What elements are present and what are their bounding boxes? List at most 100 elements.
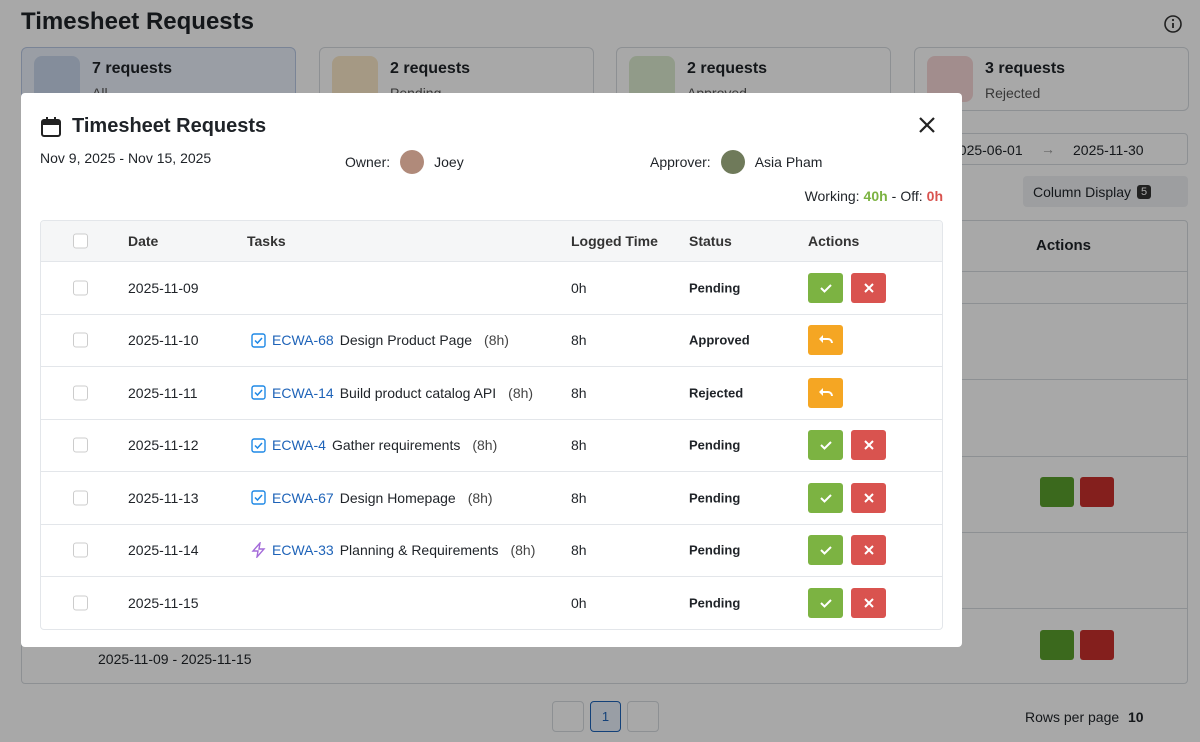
approve-button[interactable] <box>808 482 843 513</box>
checkbox[interactable] <box>73 542 88 558</box>
task-hours: (8h) <box>472 437 498 454</box>
checkbox[interactable] <box>73 490 88 506</box>
working-label: Working: <box>804 188 860 204</box>
task-key[interactable]: ECWA-68 <box>272 332 334 349</box>
reject-button[interactable] <box>851 482 886 513</box>
off-label: Off: <box>900 188 923 204</box>
checkbox[interactable] <box>73 280 88 296</box>
checkbox[interactable] <box>73 233 88 249</box>
reject-button[interactable] <box>851 272 886 303</box>
date: 2025-11-10 <box>128 332 199 349</box>
task-name: Planning & Requirements <box>339 542 499 559</box>
logged-time: 8h <box>571 489 587 506</box>
approve-button[interactable] <box>808 535 843 566</box>
date: 2025-11-12 <box>128 437 199 454</box>
logged-time: 8h <box>571 542 587 559</box>
approver-label: Approver: <box>650 154 711 170</box>
checkbox[interactable] <box>73 595 88 611</box>
status: Approved <box>689 332 750 348</box>
column-header: Logged Time <box>571 233 658 249</box>
table-row: 2025-11-15 0h Pending <box>41 576 942 629</box>
undo-button[interactable] <box>808 325 843 356</box>
task-hours: (8h) <box>508 384 534 401</box>
page-title: Timesheet Requests <box>21 8 254 35</box>
task-key[interactable]: ECWA-14 <box>272 384 334 401</box>
task-key[interactable]: ECWA-67 <box>272 489 334 506</box>
task-icon <box>251 490 266 505</box>
checkbox[interactable] <box>73 437 88 453</box>
table-row: 2025-11-09 0h Pending <box>41 261 942 314</box>
table-row: 2025-11-10 ECWA-68 Design Product Page (8h)… <box>41 313 942 367</box>
reject-button[interactable] <box>851 430 886 461</box>
approve-button[interactable] <box>808 272 843 303</box>
task: ECWA-33 Planning & Requirements (8h) <box>251 542 536 559</box>
calendar-icon <box>41 116 61 137</box>
task-key[interactable]: ECWA-4 <box>272 437 326 454</box>
rows-per-page-label: Rows per page <box>1025 709 1120 725</box>
task-name: Design Product Page <box>339 332 473 349</box>
task-icon <box>251 438 266 453</box>
task: ECWA-14 Build product catalog API (8h) <box>251 385 533 401</box>
status: Pending <box>689 437 741 453</box>
undo-button[interactable] <box>808 377 843 408</box>
page-button[interactable]: 1 <box>590 701 621 732</box>
task-hours: (8h) <box>484 332 509 349</box>
info-icon[interactable] <box>1163 14 1183 34</box>
arrow: → <box>1041 141 1055 157</box>
rows-per-page[interactable]: 10 <box>1128 709 1144 725</box>
actions-header: Actions <box>1036 237 1092 254</box>
reject-button[interactable] <box>1080 630 1114 660</box>
task: ECWA-67 Design Homepage (8h) <box>251 490 493 506</box>
column-display-button[interactable]: Column Display 5 <box>1023 176 1188 207</box>
date: 2025-11-09 <box>128 279 199 296</box>
checkbox[interactable] <box>73 385 88 401</box>
date-from: 2025-06-01 <box>951 142 1023 158</box>
logged-time: 0h <box>571 279 587 296</box>
card-count: 7 requests <box>92 60 173 77</box>
task: ECWA-4 Gather requirements (8h) <box>251 437 497 453</box>
task-key[interactable]: ECWA-33 <box>272 542 334 559</box>
approve-button[interactable] <box>808 587 843 618</box>
approver: Approver: Asia Pham <box>650 150 822 174</box>
request-table: Date Tasks Logged Time Status Actions 2025-11… <box>40 220 943 630</box>
task: ECWA-68 Design Product Page (8h) <box>251 332 509 348</box>
date-range[interactable]: 2025-06-01 → 2025-11-30 <box>940 133 1188 165</box>
approve-button[interactable] <box>1040 630 1074 660</box>
checkbox[interactable] <box>73 332 88 348</box>
approve-button[interactable] <box>808 430 843 461</box>
reject-button[interactable] <box>1080 477 1114 507</box>
owner-label: Owner: <box>345 154 391 170</box>
approve-button[interactable] <box>1040 477 1074 507</box>
modal: Timesheet Requests Nov 9, 2025 - Nov 15,… <box>21 93 962 647</box>
date: 2025-11-14 <box>128 542 199 559</box>
logged-time: 0h <box>571 594 587 611</box>
reject-button[interactable] <box>851 535 886 566</box>
table-row: 2025-11-11 ECWA-14 Build product catalog A… <box>41 366 942 419</box>
card-count: 2 requests <box>687 60 768 77</box>
next-page[interactable] <box>627 701 659 732</box>
task-hours: (8h) <box>467 489 493 506</box>
card-count: 2 requests <box>390 60 471 77</box>
owner-avatar <box>400 150 425 174</box>
close-button[interactable] <box>917 115 937 135</box>
task-name: Gather requirements <box>331 437 461 454</box>
column-header: Actions <box>808 233 860 249</box>
task-icon <box>251 333 266 348</box>
owner-name: Joey <box>434 154 464 170</box>
separator: - <box>891 188 897 204</box>
modal-header: Timesheet Requests <box>40 115 266 138</box>
date: 2025-11-15 <box>128 594 199 611</box>
date-to: 2025-11-30 <box>1073 142 1144 158</box>
status: Pending <box>689 280 741 296</box>
task-name: Build product catalog API <box>339 384 497 401</box>
logged-time: 8h <box>571 437 587 454</box>
task-hours: (8h) <box>510 542 536 559</box>
logged-time: 8h <box>571 384 587 401</box>
column-header: Date <box>128 233 159 249</box>
prev-page[interactable] <box>552 701 584 732</box>
week: Nov 9, 2025 - Nov 15, 2025 <box>40 150 211 166</box>
owner: Owner: Joey <box>345 150 464 174</box>
reject-button[interactable] <box>851 587 886 618</box>
date: 2025-11-13 <box>128 489 199 506</box>
